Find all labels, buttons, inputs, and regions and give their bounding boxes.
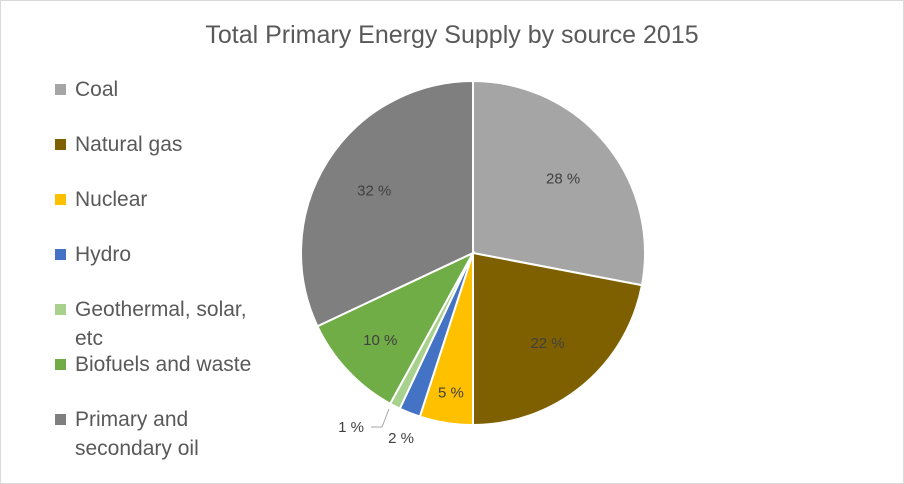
data-label-natural-gas: 22 % [530,335,564,352]
pie-slice-natural-gas [472,251,644,427]
data-label-biofuels-waste: 10 % [363,332,397,349]
data-label-coal: 28 % [546,170,580,187]
legend-item-coal: Coal [55,75,280,104]
pie-slice-coal [472,79,646,287]
legend-label-oil: Primary and secondary oil [75,408,199,460]
legend-item-oil: Primary and secondary oil [55,405,280,463]
legend-label-natural-gas: Natural gas [75,133,183,156]
legend-item-biofuels-waste: Biofuels and waste [55,350,280,379]
legend-item-geothermal-solar: Geothermal, solar, etc [55,295,280,353]
legend-swatch-nuclear [55,194,66,205]
data-label-geothermal-solar: 1 % [338,419,364,436]
legend-label-geothermal-solar: Geothermal, solar, etc [75,298,247,350]
data-label-oil: 32 % [357,182,391,199]
legend-item-natural-gas: Natural gas [55,130,280,159]
legend-item-nuclear: Nuclear [55,185,280,214]
legend-label-biofuels-waste: Biofuels and waste [75,353,252,376]
pie-slice-oil [300,79,474,328]
legend-swatch-hydro [55,249,66,260]
legend-label-coal: Coal [75,78,119,101]
data-label-hydro: 2 % [388,430,414,447]
legend-swatch-geothermal-solar [55,304,66,315]
legend-swatch-coal [55,84,66,95]
legend-item-hydro: Hydro [55,240,280,269]
data-label-nuclear: 5 % [438,384,464,401]
chart-title: Total Primary Energy Supply by source 20… [205,21,699,49]
pie-slice-biofuels-waste [316,250,476,406]
legend-swatch-natural-gas [55,139,66,150]
legend-label-hydro: Hydro [75,243,132,266]
legend-swatch-biofuels-waste [55,359,66,370]
leader-line-geothermal-solar [371,408,390,428]
legend-label-nuclear: Nuclear [75,188,148,211]
legend-swatch-oil [55,414,66,425]
